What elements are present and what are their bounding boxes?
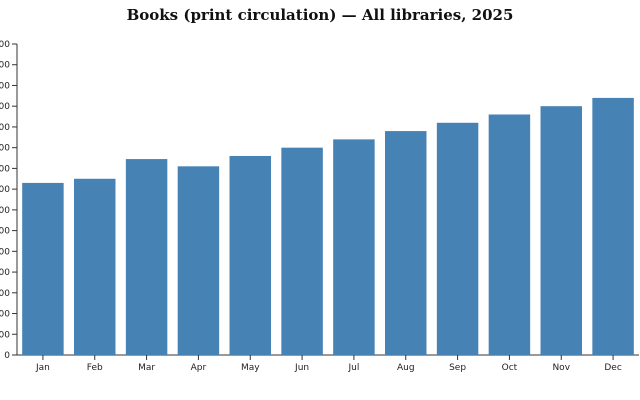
y-tick-label: 1000 <box>0 330 10 340</box>
bar-nov <box>540 106 582 355</box>
x-tick-label: Oct <box>502 363 518 373</box>
y-tick-label: 12000 <box>0 102 10 112</box>
x-axis: Jan Feb Mar Apr May Jun Jul Aug Sep Oct Nov Dec <box>17 354 639 373</box>
x-tick-label: Sep <box>449 363 466 373</box>
bar-jul <box>333 139 375 355</box>
y-tick-label: 14000 <box>0 61 10 71</box>
x-tick-label: Nov <box>552 363 570 373</box>
bar-oct <box>488 114 531 355</box>
y-tick-label: 2000 <box>0 310 10 320</box>
bar-aug <box>385 131 427 355</box>
y-tick-label: 10000 <box>0 144 10 154</box>
x-tick-label: May <box>241 363 260 373</box>
bars <box>22 97 634 355</box>
x-tick-label: Jul <box>347 363 359 373</box>
y-tick-label: 0 <box>4 351 10 361</box>
x-tick-label: Dec <box>604 363 621 373</box>
bar-may <box>229 155 271 355</box>
x-tick-label: Mar <box>138 363 155 373</box>
x-tick-label: Aug <box>397 363 415 373</box>
y-tick-label: 6000 <box>0 227 10 237</box>
x-tick-label: Jan <box>35 363 50 373</box>
bar-jan <box>22 182 64 355</box>
x-tick-label: Feb <box>87 363 103 373</box>
bar-mar <box>125 159 168 355</box>
y-tick-label: 13000 <box>0 81 10 91</box>
y-tick-label: 9000 <box>0 164 10 174</box>
y-tick-label: 3000 <box>0 289 10 299</box>
x-tick-label: Jun <box>294 363 309 373</box>
bar-sep <box>436 122 479 355</box>
y-tick-label: 4000 <box>0 268 10 278</box>
y-tick-label: 8000 <box>0 185 10 195</box>
y-tick-label: 15000 <box>0 40 10 50</box>
chart-title: Books (print circulation) — All librarie… <box>126 6 514 24</box>
y-tick-label: 11000 <box>0 123 10 133</box>
bar-feb <box>74 178 116 355</box>
bar-apr <box>177 166 220 355</box>
bar-jun <box>281 147 323 355</box>
y-tick-label: 7000 <box>0 206 10 216</box>
bar-dec <box>592 97 634 355</box>
x-tick-label: Apr <box>191 363 207 373</box>
